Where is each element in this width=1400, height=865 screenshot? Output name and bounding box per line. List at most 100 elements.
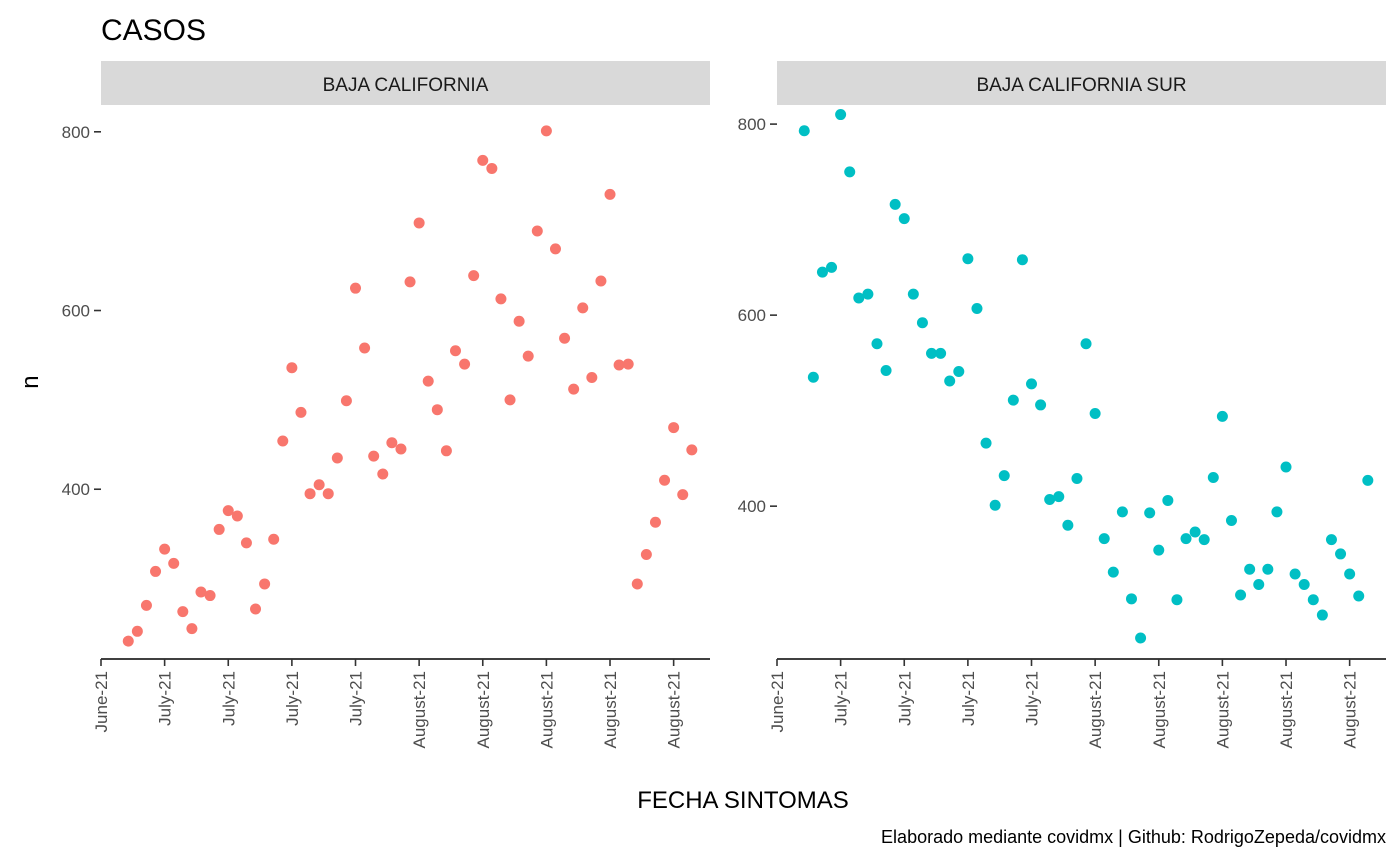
y-tick-label: 800 [62,123,90,142]
data-point [1062,519,1074,531]
data-point [835,109,847,121]
data-point [1344,568,1356,580]
data-point [935,347,947,359]
data-point [359,342,371,354]
data-point [304,488,316,500]
x-tick-label: July-21 [219,671,238,726]
data-point [889,198,901,210]
data-point [186,623,198,635]
data-point [1198,534,1210,546]
data-point [1298,578,1310,590]
x-tick-label: July-21 [959,671,978,726]
data-point [340,395,352,407]
data-point [140,599,152,611]
data-point [513,315,525,327]
data-point [1089,408,1101,420]
data-point [1026,378,1038,390]
data-point [486,162,498,174]
x-tick-label: June-21 [92,671,111,732]
y-tick-label: 600 [738,306,766,325]
data-point [944,375,956,387]
data-point [531,225,543,237]
x-tick-label: July-21 [347,671,366,726]
data-point [844,166,856,178]
data-point [1153,544,1165,556]
data-point [862,288,874,300]
data-point [798,125,810,137]
data-point [1262,563,1274,575]
strip-label: BAJA CALIFORNIA [323,75,489,96]
x-tick-label: August-21 [410,671,429,749]
data-point [468,270,480,282]
data-point [926,347,938,359]
data-point [1216,410,1228,422]
data-point [816,266,828,278]
data-point [522,350,534,362]
data-point [807,371,819,383]
data-point [898,213,910,225]
points [798,109,1374,644]
data-point [1353,590,1365,602]
data-point [477,154,489,166]
data-point [1007,394,1019,406]
data-point [631,578,643,590]
data-point [1280,461,1292,473]
data-point [1207,472,1219,484]
data-point [989,499,1001,511]
data-point [980,437,992,449]
data-point [1035,399,1047,411]
data-point [295,406,307,418]
strip-background [777,61,1386,105]
data-point [1325,534,1337,546]
data-point [1244,563,1256,575]
data-point [677,489,689,501]
data-point [640,548,652,560]
data-point [322,488,334,500]
data-point [222,505,234,517]
data-point [268,533,280,545]
data-point [853,292,865,304]
data-point [231,510,243,522]
data-point [659,474,671,486]
data-point [495,293,507,305]
data-point [880,365,892,377]
data-point [907,288,919,300]
data-point [1171,594,1183,606]
y-tick-label: 800 [738,115,766,134]
data-point [1044,493,1056,505]
y-ticks: 400 600 800 [738,115,777,516]
data-point [131,625,143,637]
x-tick-label: August-21 [1341,671,1360,749]
data-point [122,635,134,647]
strip-label: BAJA CALIFORNIA SUR [976,75,1186,96]
data-point [649,516,661,528]
data-point [250,603,262,615]
data-point [422,375,434,387]
x-tick-label: August-21 [1086,671,1105,749]
x-ticks: June-21 July-21 July-21 July-21 July-21 Augus… [92,659,684,749]
data-point [1316,609,1328,621]
data-point [213,523,225,535]
x-tick-label: August-21 [1150,671,1169,749]
data-point [1335,548,1347,560]
x-tick-label: July-21 [895,671,914,726]
data-point [568,383,580,395]
data-point [1116,506,1128,518]
data-point [1307,594,1319,606]
data-point [1235,589,1247,601]
data-point [377,468,389,480]
data-point [459,358,471,370]
data-point [1016,254,1028,266]
data-point [240,537,252,549]
data-point [971,302,983,314]
data-point [413,217,425,229]
y-tick-label: 400 [62,480,90,499]
x-ticks: June-21 July-21 July-21 July-21 July-21 Augus… [768,659,1360,749]
x-tick-label: July-21 [1023,671,1042,726]
y-tick-label: 600 [62,302,90,321]
data-point [595,275,607,287]
data-point [577,302,589,314]
data-point [168,557,180,569]
data-point [1144,507,1156,519]
